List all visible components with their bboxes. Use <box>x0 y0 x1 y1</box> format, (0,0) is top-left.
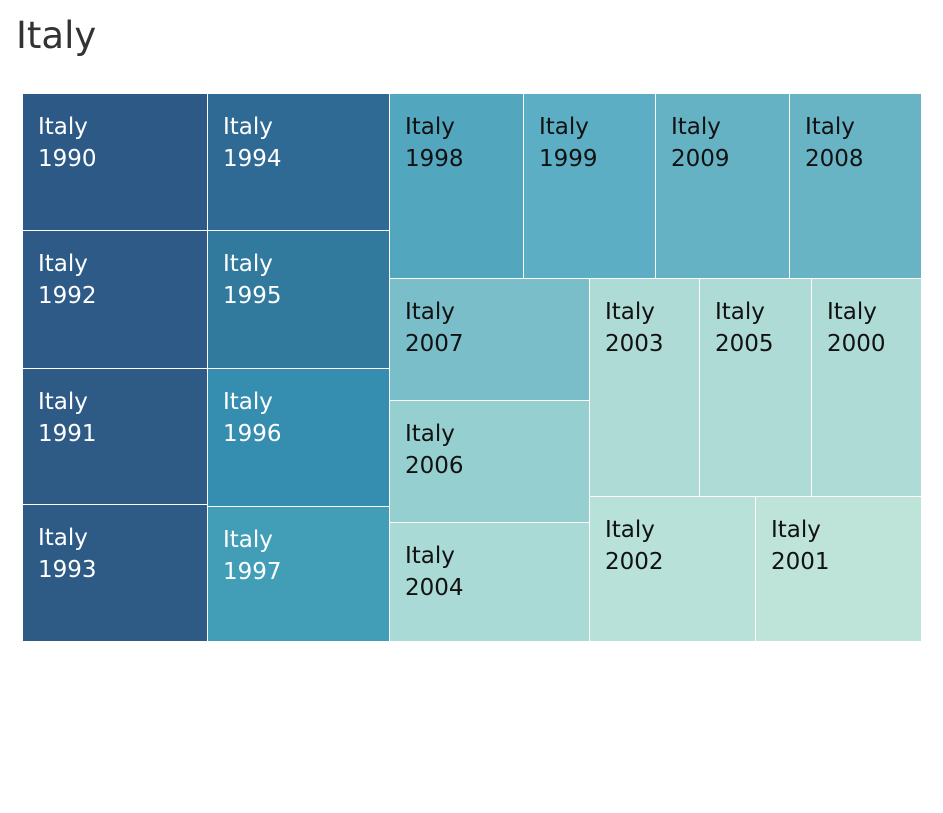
tile-year-label: 1999 <box>539 146 598 172</box>
tile-year-label: 2002 <box>605 549 664 575</box>
treemap-tile-1994[interactable]: Italy 1994 <box>208 94 389 230</box>
tile-country-label: Italy <box>405 114 455 140</box>
tile-country-label: Italy <box>38 251 88 277</box>
tile-year-label: 1991 <box>38 421 97 447</box>
tile-country-label: Italy <box>827 299 877 325</box>
treemap-tile-1997[interactable]: Italy 1997 <box>208 507 389 641</box>
tile-year-label: 1993 <box>38 557 97 583</box>
tile-year-label: 1992 <box>38 283 97 309</box>
tile-country-label: Italy <box>405 421 455 447</box>
tile-rect <box>390 401 589 522</box>
tile-rect <box>390 94 523 278</box>
tile-rect <box>208 94 389 230</box>
tile-country-label: Italy <box>38 389 88 415</box>
tile-rect <box>524 94 655 278</box>
tile-country-label: Italy <box>223 251 273 277</box>
tile-year-label: 2005 <box>715 331 774 357</box>
tile-country-label: Italy <box>715 299 765 325</box>
tile-year-label: 2006 <box>405 453 464 479</box>
tile-year-label: 2001 <box>771 549 830 575</box>
tile-rect <box>23 94 207 230</box>
tile-country-label: Italy <box>223 389 273 415</box>
treemap-tile-1999[interactable]: Italy 1999 <box>524 94 655 278</box>
tile-country-label: Italy <box>223 114 273 140</box>
treemap-tile-2002[interactable]: Italy 2002 <box>590 497 755 641</box>
tile-year-label: 2004 <box>405 575 464 601</box>
tile-rect <box>590 279 699 496</box>
tile-country-label: Italy <box>539 114 589 140</box>
treemap-tile-2006[interactable]: Italy 2006 <box>390 401 589 522</box>
tile-country-label: Italy <box>405 299 455 325</box>
treemap-tile-2004[interactable]: Italy 2004 <box>390 523 589 641</box>
tile-country-label: Italy <box>605 517 655 543</box>
treemap-tile-2001[interactable]: Italy 2001 <box>756 497 921 641</box>
chart-title: Italy <box>16 14 97 57</box>
tile-year-label: 1994 <box>223 146 282 172</box>
tile-year-label: 2008 <box>805 146 864 172</box>
tile-rect <box>23 505 207 641</box>
tile-country-label: Italy <box>671 114 721 140</box>
tile-rect <box>208 231 389 368</box>
tile-country-label: Italy <box>605 299 655 325</box>
tile-rect <box>23 231 207 368</box>
tile-year-label: 2009 <box>671 146 730 172</box>
tile-country-label: Italy <box>405 543 455 569</box>
tile-year-label: 1998 <box>405 146 464 172</box>
tile-country-label: Italy <box>771 517 821 543</box>
treemap-tile-1991[interactable]: Italy 1991 <box>23 369 207 504</box>
tile-year-label: 2000 <box>827 331 886 357</box>
tile-rect <box>790 94 921 278</box>
tile-country-label: Italy <box>38 114 88 140</box>
tile-rect <box>390 523 589 641</box>
tile-country-label: Italy <box>38 525 88 551</box>
tile-rect <box>656 94 789 278</box>
tile-rect <box>812 279 921 496</box>
tile-rect <box>208 507 389 641</box>
tile-country-label: Italy <box>805 114 855 140</box>
treemap-tile-1995[interactable]: Italy 1995 <box>208 231 389 368</box>
treemap-tile-2000[interactable]: Italy 2000 <box>812 279 921 496</box>
treemap-tile-1992[interactable]: Italy 1992 <box>23 231 207 368</box>
tile-year-label: 1997 <box>223 559 282 585</box>
treemap-tile-2005[interactable]: Italy 2005 <box>700 279 811 496</box>
tile-year-label: 1996 <box>223 421 282 447</box>
treemap-tile-2007[interactable]: Italy 2007 <box>390 279 589 400</box>
treemap-tile-2008[interactable]: Italy 2008 <box>790 94 921 278</box>
tile-rect <box>23 369 207 504</box>
treemap-tile-1993[interactable]: Italy 1993 <box>23 505 207 641</box>
tile-rect <box>756 497 921 641</box>
treemap-tile-1998[interactable]: Italy 1998 <box>390 94 523 278</box>
treemap-tile-1996[interactable]: Italy 1996 <box>208 369 389 506</box>
tile-year-label: 2007 <box>405 331 464 357</box>
treemap-tile-2003[interactable]: Italy 2003 <box>590 279 699 496</box>
tile-year-label: 2003 <box>605 331 664 357</box>
tile-rect <box>208 369 389 506</box>
tile-rect <box>390 279 589 400</box>
treemap-tile-2009[interactable]: Italy 2009 <box>656 94 789 278</box>
tile-year-label: 1995 <box>223 283 282 309</box>
tile-rect <box>700 279 811 496</box>
tile-year-label: 1990 <box>38 146 97 172</box>
treemap-tile-1990[interactable]: Italy 1990 <box>23 94 207 230</box>
tile-country-label: Italy <box>223 527 273 553</box>
tile-rect <box>590 497 755 641</box>
